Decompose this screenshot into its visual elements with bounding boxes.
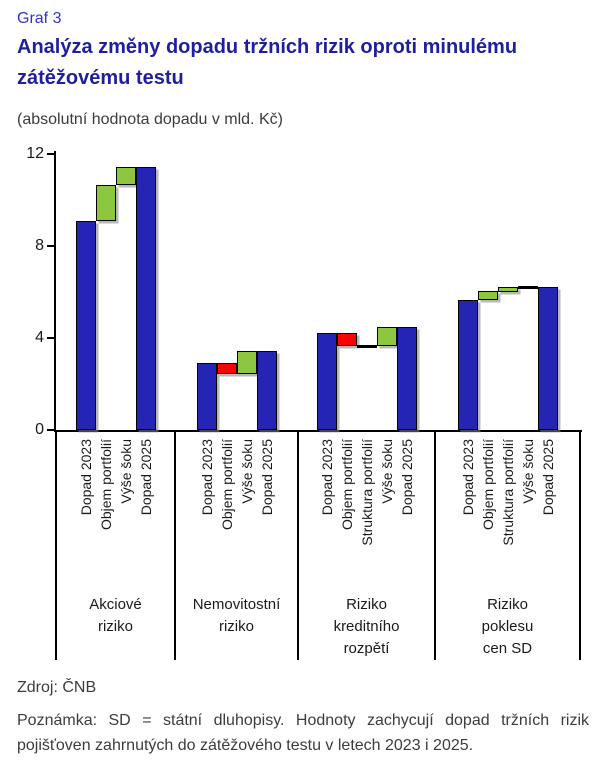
x-axis-bar-label: Dopad 2023 (459, 439, 476, 516)
group-separator-line (579, 430, 581, 660)
y-tick-label: 8 (35, 237, 44, 254)
bar-g3-dopad-2023 (316, 333, 337, 430)
x-axis-bar-label: Objem portfolií (479, 439, 496, 531)
chart-title: Analýza změny dopadu tržních rizik oprot… (17, 36, 518, 89)
x-axis-bar-label: Dopad 2025 (258, 439, 275, 516)
bar-g1-dopad-2023 (75, 220, 96, 430)
y-tick-mark (47, 429, 54, 431)
x-axis-bar-label: Výše šoku (117, 439, 134, 504)
x-axis-bar-label: Dopad 2023 (318, 439, 335, 516)
category-group-label-line: riziko (97, 618, 133, 635)
x-axis-bar-label: Struktura portfolií (358, 439, 375, 546)
category-group-label: Riziko poklesu cen SD (435, 586, 580, 660)
category-group-label: Akciové riziko (56, 586, 175, 638)
x-axis-bar-label: Výše šoku (519, 439, 536, 504)
category-group-label: Riziko kreditního rozpětí (298, 586, 435, 660)
bar-g3-objem-portfolii (336, 333, 357, 347)
x-axis-bar-label: Objem portfolií (97, 439, 114, 531)
bar-g2-vyse-soku (236, 350, 257, 374)
group-separator-line (174, 430, 176, 660)
waterfall-chart: 0 4 8 12 Dopad 2023 Objem portfolií Výše šoku D… (0, 143, 605, 665)
category-group-label: Nemovitostní riziko (175, 586, 298, 638)
bar-g1-vyse-soku (115, 166, 136, 186)
category-group-label-line: Riziko (487, 596, 528, 613)
bar-g2-dopad-2025 (256, 350, 277, 430)
category-group-label-line: kreditního (333, 618, 400, 635)
y-tick-mark (47, 245, 54, 247)
y-tick-mark (47, 153, 54, 155)
x-axis-bar-label: Dopad 2025 (539, 439, 556, 516)
bar-g4-struktura-portfolii (497, 287, 518, 292)
note-text: Poznámka: SD = státní dluhopisy. Hodnoty… (17, 712, 589, 754)
x-axis-bar-label: Výše šoku (238, 439, 255, 504)
bar-g1-dopad-2025 (135, 166, 156, 430)
category-group-label-line: rozpětí (343, 640, 390, 657)
category-group-label-line: poklesu (481, 618, 534, 635)
bar-g2-objem-portfolii (216, 363, 237, 374)
x-axis-bar-label: Dopad 2023 (77, 439, 94, 516)
bar-g3-struktura-portfolii (356, 344, 377, 348)
bar-g4-dopad-2025 (537, 287, 558, 430)
bar-g2-dopad-2023 (196, 363, 217, 430)
x-axis-bar-label: Dopad 2025 (137, 439, 154, 516)
x-axis-line (54, 430, 582, 432)
source-line: Zdroj: ČNB (17, 679, 97, 696)
category-group-label-line: riziko (218, 618, 254, 635)
bar-g1-objem-portfolii (95, 185, 116, 221)
y-tick-label: 4 (35, 329, 44, 346)
chart-number-label: Graf 3 (17, 10, 62, 27)
x-axis-bar-label: Objem portfolií (338, 439, 355, 531)
bar-g4-objem-portfolii (477, 290, 498, 301)
category-group-label-line: Riziko (346, 596, 387, 613)
category-group-label-line: cen SD (482, 640, 533, 657)
y-tick-label: 0 (35, 421, 44, 438)
category-group-label-line: Akciové (89, 596, 142, 613)
bar-g4-vyse-soku (517, 285, 538, 289)
x-axis-bar-label: Struktura portfolií (499, 439, 516, 546)
y-tick-label: 12 (26, 145, 44, 162)
x-axis-bar-label: Dopad 2025 (398, 439, 415, 516)
group-separator-line (297, 430, 299, 660)
y-tick-mark (47, 337, 54, 339)
x-axis-bar-label: Výše šoku (378, 439, 395, 504)
x-axis-bar-label: Objem portfolií (218, 439, 235, 531)
x-axis-bar-label: Dopad 2023 (198, 439, 215, 516)
category-group-label-line: Nemovitostní (192, 596, 281, 613)
chart-subtitle: (absolutní hodnota dopadu v mld. Kč) (17, 111, 283, 128)
group-separator-line (55, 430, 57, 660)
bar-g3-dopad-2025 (396, 326, 417, 430)
y-axis-line (54, 151, 56, 432)
bar-g3-vyse-soku (376, 326, 397, 347)
group-separator-line (434, 430, 436, 660)
bar-g4-dopad-2023 (457, 300, 478, 430)
